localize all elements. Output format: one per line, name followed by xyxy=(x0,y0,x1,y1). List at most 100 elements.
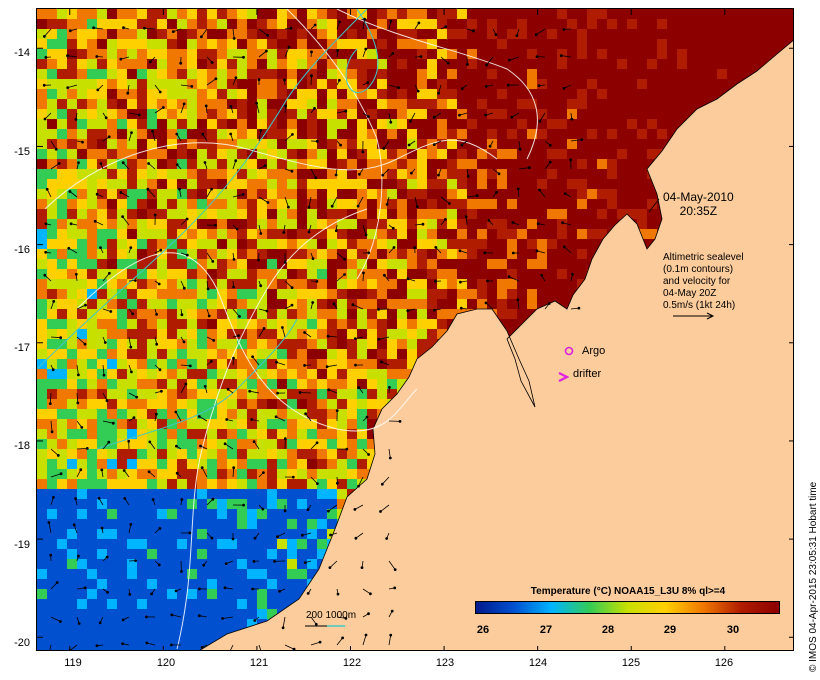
sst-pixel xyxy=(97,329,107,339)
sst-pixel xyxy=(617,39,627,49)
sst-pixel xyxy=(567,19,577,29)
sst-pixel xyxy=(397,299,407,309)
sst-pixel xyxy=(417,319,427,329)
sst-pixel xyxy=(517,289,527,299)
sst-pixel xyxy=(47,279,57,289)
sst-pixel xyxy=(67,69,77,79)
sst-pixel xyxy=(47,599,57,609)
sst-pixel xyxy=(157,639,167,649)
sst-pixel xyxy=(197,579,207,589)
sst-pixel xyxy=(337,109,347,119)
sst-pixel xyxy=(517,219,527,229)
sst-pixel xyxy=(287,179,297,189)
sst-pixel xyxy=(57,79,67,89)
sst-pixel xyxy=(377,119,387,129)
sst-pixel xyxy=(87,139,97,149)
sst-pixel xyxy=(157,109,167,119)
sst-pixel xyxy=(107,239,117,249)
sst-pixel xyxy=(117,649,127,650)
sst-pixel xyxy=(317,79,327,89)
sst-pixel xyxy=(197,289,207,299)
sst-pixel xyxy=(537,249,547,259)
sst-pixel xyxy=(247,359,257,369)
sst-pixel xyxy=(197,139,207,149)
sst-pixel xyxy=(457,39,467,49)
sst-pixel xyxy=(577,219,587,229)
sst-pixel xyxy=(337,249,347,259)
sst-pixel xyxy=(67,199,77,209)
sst-pixel xyxy=(177,189,187,199)
sst-pixel xyxy=(327,379,337,389)
sst-pixel xyxy=(537,229,547,239)
sst-pixel xyxy=(467,289,477,299)
sst-pixel xyxy=(637,149,647,159)
sst-pixel xyxy=(367,299,377,309)
sst-pixel xyxy=(367,209,377,219)
sst-pixel xyxy=(357,289,367,299)
sst-pixel xyxy=(57,629,67,639)
sst-pixel xyxy=(397,149,407,159)
sst-pixel xyxy=(117,29,127,39)
sst-pixel xyxy=(147,509,157,519)
sst-pixel xyxy=(337,139,347,149)
sst-pixel xyxy=(157,579,167,589)
sst-pixel xyxy=(207,259,217,269)
sst-pixel xyxy=(117,119,127,129)
sst-pixel xyxy=(487,159,497,169)
sst-pixel xyxy=(397,99,407,109)
sst-pixel xyxy=(147,239,157,249)
sst-pixel xyxy=(307,259,317,269)
sst-pixel xyxy=(567,139,577,149)
sst-pixel xyxy=(547,69,557,79)
sst-pixel xyxy=(157,279,167,289)
sst-pixel xyxy=(687,89,697,99)
sst-pixel xyxy=(597,169,607,179)
sst-pixel xyxy=(457,149,467,159)
sst-pixel xyxy=(67,129,77,139)
sst-pixel xyxy=(217,349,227,359)
sst-pixel xyxy=(147,339,157,349)
sst-pixel xyxy=(407,269,417,279)
sst-pixel xyxy=(737,19,747,29)
sst-pixel xyxy=(567,279,577,289)
sst-pixel xyxy=(487,169,497,179)
sst-pixel xyxy=(97,559,107,569)
sst-pixel xyxy=(407,89,417,99)
sst-pixel xyxy=(147,379,157,389)
sst-pixel xyxy=(597,79,607,89)
sst-pixel xyxy=(107,579,117,589)
sst-pixel xyxy=(257,289,267,299)
sst-pixel xyxy=(57,369,67,379)
sst-pixel xyxy=(557,39,567,49)
sst-pixel xyxy=(47,119,57,129)
sst-pixel xyxy=(87,609,97,619)
sst-pixel xyxy=(627,189,637,199)
sst-pixel xyxy=(167,629,177,639)
sst-pixel xyxy=(157,629,167,639)
sst-pixel xyxy=(407,29,417,39)
sst-pixel xyxy=(377,339,387,349)
sst-pixel xyxy=(507,79,517,89)
sst-pixel xyxy=(557,239,567,249)
sst-pixel xyxy=(307,169,317,179)
sst-pixel xyxy=(167,79,177,89)
sst-pixel xyxy=(357,329,367,339)
sst-pixel xyxy=(97,349,107,359)
sst-pixel xyxy=(37,419,47,429)
sst-pixel xyxy=(787,9,793,19)
sst-pixel xyxy=(327,509,337,519)
sst-pixel xyxy=(237,489,247,499)
sst-pixel xyxy=(197,469,207,479)
sst-pixel xyxy=(527,289,537,299)
sst-pixel xyxy=(437,129,447,139)
sst-pixel xyxy=(127,359,137,369)
sst-pixel xyxy=(447,159,457,169)
sst-pixel xyxy=(577,39,587,49)
sst-pixel xyxy=(317,369,327,379)
sst-pixel xyxy=(47,89,57,99)
sst-pixel xyxy=(227,489,237,499)
sst-pixel xyxy=(207,189,217,199)
sst-pixel xyxy=(477,269,487,279)
sst-pixel xyxy=(427,329,437,339)
sst-pixel xyxy=(587,179,597,189)
